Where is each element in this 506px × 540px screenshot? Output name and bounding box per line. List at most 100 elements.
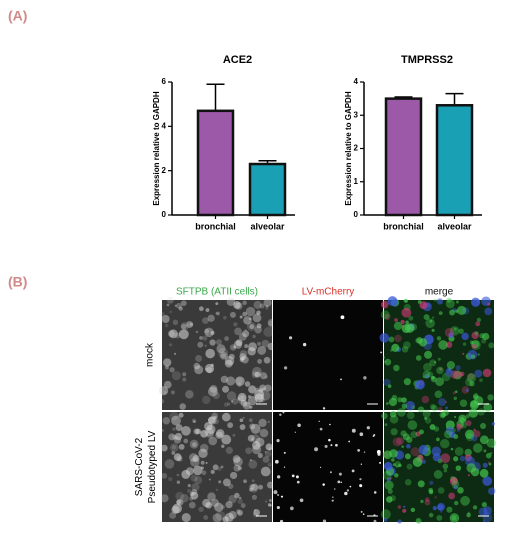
image-texture bbox=[450, 370, 459, 379]
image-texture bbox=[251, 434, 261, 444]
image-texture bbox=[429, 359, 437, 367]
image-texture bbox=[455, 390, 458, 393]
image-texture bbox=[244, 329, 247, 332]
image-texture bbox=[226, 391, 237, 401]
image-texture bbox=[169, 511, 177, 519]
image-texture bbox=[180, 322, 189, 331]
image-texture bbox=[237, 395, 247, 405]
y-tick-label: 2 bbox=[162, 166, 167, 175]
image-texture bbox=[225, 446, 233, 455]
image-texture bbox=[455, 365, 461, 371]
image-texture bbox=[175, 491, 184, 501]
y-tick-label: 0 bbox=[162, 210, 167, 219]
y-axis-label: Expression relative to GAPDH bbox=[152, 91, 161, 205]
image-texture bbox=[219, 351, 228, 360]
image-texture bbox=[288, 336, 293, 340]
image-texture bbox=[259, 303, 265, 309]
image-texture bbox=[384, 313, 391, 320]
image-texture bbox=[235, 377, 243, 385]
image-texture bbox=[191, 418, 197, 423]
image-texture bbox=[233, 457, 243, 467]
image-texture bbox=[318, 420, 320, 423]
image-texture bbox=[194, 365, 204, 375]
image-texture bbox=[396, 408, 406, 417]
image-texture bbox=[445, 426, 454, 435]
image-texture bbox=[477, 353, 480, 356]
image-texture bbox=[250, 483, 259, 491]
image-texture bbox=[267, 420, 270, 423]
image-texture bbox=[401, 307, 412, 318]
image-texture bbox=[202, 317, 209, 324]
image-texture bbox=[267, 462, 272, 467]
image-texture bbox=[322, 483, 325, 486]
image-texture bbox=[237, 498, 243, 505]
image-texture bbox=[473, 430, 481, 438]
image-texture bbox=[465, 420, 472, 427]
image-texture bbox=[172, 319, 179, 326]
image-texture bbox=[279, 519, 284, 523]
image-texture bbox=[453, 456, 459, 462]
image-texture bbox=[242, 401, 251, 410]
image-texture bbox=[236, 397, 240, 401]
image-texture bbox=[254, 389, 265, 400]
bar bbox=[248, 162, 287, 217]
image-texture bbox=[168, 329, 178, 339]
image-texture bbox=[206, 333, 209, 336]
image-texture bbox=[264, 500, 268, 503]
image-texture bbox=[176, 302, 182, 309]
image-texture bbox=[406, 411, 415, 420]
image-texture bbox=[208, 416, 215, 424]
image-texture bbox=[192, 454, 200, 463]
image-texture bbox=[163, 391, 167, 394]
image-texture bbox=[423, 362, 432, 372]
image-texture bbox=[377, 452, 381, 456]
image-texture bbox=[451, 480, 460, 489]
image-texture bbox=[422, 375, 426, 379]
image-texture bbox=[379, 332, 390, 343]
image-texture bbox=[428, 512, 434, 518]
image-texture bbox=[197, 341, 204, 348]
image-texture bbox=[330, 444, 333, 447]
image-texture bbox=[251, 438, 254, 441]
image-texture bbox=[178, 306, 183, 311]
image-texture bbox=[245, 306, 256, 317]
image-texture bbox=[329, 471, 332, 474]
image-texture bbox=[255, 437, 265, 447]
image-texture bbox=[235, 376, 245, 387]
image-texture bbox=[455, 465, 462, 471]
image-texture bbox=[457, 305, 467, 315]
image-texture bbox=[229, 471, 238, 480]
image-texture bbox=[169, 411, 179, 421]
image-texture bbox=[227, 422, 234, 429]
image-texture bbox=[430, 404, 436, 410]
image-texture bbox=[174, 352, 177, 355]
image-texture bbox=[264, 384, 272, 392]
image-texture bbox=[174, 304, 177, 307]
image-texture bbox=[359, 484, 363, 488]
image-texture bbox=[483, 519, 486, 523]
image-texture bbox=[392, 463, 396, 467]
image-texture bbox=[236, 509, 241, 514]
bar bbox=[196, 109, 235, 217]
image-texture bbox=[241, 355, 249, 364]
image-texture bbox=[176, 455, 183, 462]
image-texture bbox=[441, 372, 451, 382]
image-texture bbox=[409, 323, 418, 331]
image-texture bbox=[280, 495, 283, 498]
image-texture bbox=[393, 321, 403, 331]
image-texture bbox=[462, 342, 467, 346]
image-texture bbox=[257, 359, 262, 364]
image-texture bbox=[172, 503, 182, 514]
image-texture bbox=[160, 444, 168, 452]
image-texture bbox=[445, 406, 448, 410]
y-tick-label: 4 bbox=[162, 121, 167, 130]
image-texture bbox=[389, 477, 392, 480]
image-texture bbox=[359, 432, 364, 437]
image-texture bbox=[449, 309, 456, 316]
image-texture bbox=[383, 461, 393, 471]
micrograph bbox=[379, 296, 495, 413]
image-texture bbox=[182, 372, 187, 377]
image-texture bbox=[259, 428, 269, 438]
image-texture bbox=[247, 396, 258, 406]
image-texture bbox=[207, 386, 218, 397]
